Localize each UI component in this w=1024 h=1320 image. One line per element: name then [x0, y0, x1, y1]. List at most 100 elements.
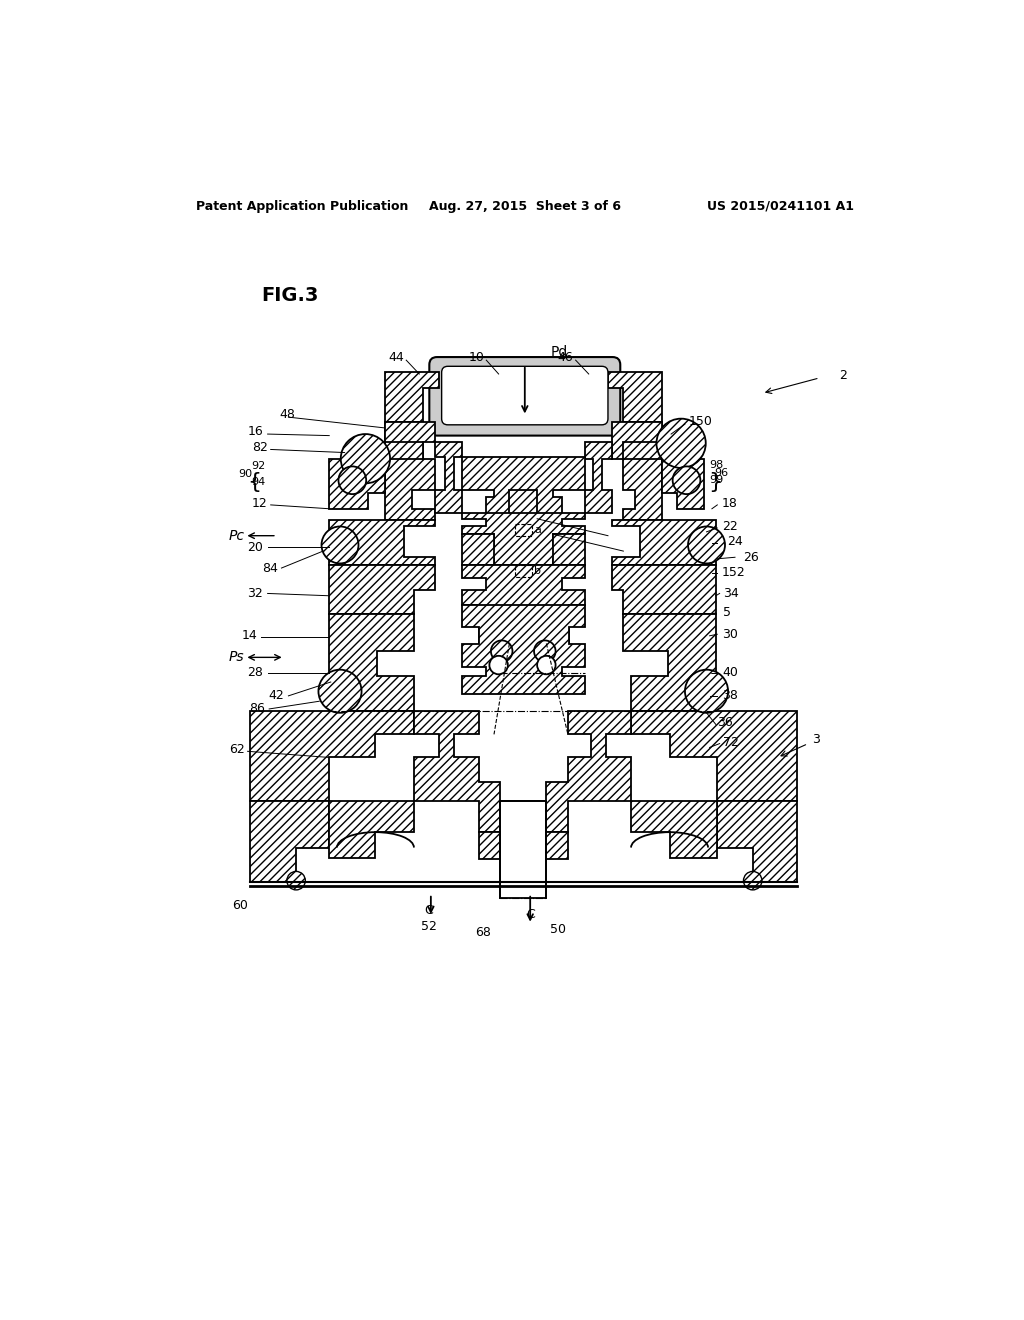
- Text: 18: 18: [722, 496, 738, 510]
- Text: {: {: [248, 471, 261, 492]
- Text: 12: 12: [252, 496, 267, 510]
- Circle shape: [538, 656, 556, 675]
- Text: 5: 5: [724, 606, 731, 619]
- Text: 24: 24: [727, 536, 743, 548]
- Text: b: b: [535, 566, 541, 576]
- Text: 62: 62: [228, 743, 245, 756]
- Polygon shape: [385, 372, 438, 422]
- Polygon shape: [624, 422, 662, 442]
- Polygon shape: [547, 832, 568, 859]
- Circle shape: [322, 527, 358, 564]
- Text: 68: 68: [475, 925, 490, 939]
- Bar: [515, 524, 531, 536]
- Text: }: }: [708, 471, 722, 492]
- Polygon shape: [717, 801, 797, 882]
- Polygon shape: [611, 565, 716, 614]
- Text: 14: 14: [242, 630, 258, 643]
- FancyBboxPatch shape: [429, 358, 621, 436]
- Polygon shape: [330, 801, 414, 858]
- Polygon shape: [478, 832, 500, 859]
- Polygon shape: [608, 372, 662, 422]
- Polygon shape: [330, 614, 414, 711]
- Polygon shape: [462, 535, 494, 565]
- Polygon shape: [624, 614, 716, 711]
- Polygon shape: [631, 711, 797, 801]
- Circle shape: [743, 871, 762, 890]
- Text: US 2015/0241101 A1: US 2015/0241101 A1: [708, 199, 854, 213]
- Polygon shape: [385, 422, 423, 442]
- Polygon shape: [462, 457, 585, 519]
- Polygon shape: [624, 442, 662, 459]
- Text: 72: 72: [724, 735, 739, 748]
- Text: 40: 40: [722, 667, 738, 680]
- Polygon shape: [414, 711, 631, 832]
- Text: 98: 98: [710, 459, 724, 470]
- Text: 30: 30: [722, 628, 738, 640]
- Polygon shape: [250, 801, 330, 882]
- Text: a: a: [535, 525, 541, 536]
- Text: 92: 92: [251, 462, 265, 471]
- Circle shape: [490, 640, 512, 663]
- Polygon shape: [435, 442, 462, 512]
- Circle shape: [685, 669, 728, 713]
- Text: 3: 3: [812, 733, 820, 746]
- Polygon shape: [385, 422, 435, 520]
- Text: 50: 50: [550, 924, 566, 936]
- Polygon shape: [611, 520, 716, 565]
- Text: 52: 52: [421, 920, 436, 933]
- Circle shape: [656, 418, 706, 469]
- Polygon shape: [500, 801, 547, 898]
- Bar: [515, 565, 531, 577]
- Polygon shape: [250, 711, 414, 801]
- Text: Pc: Pc: [228, 529, 245, 543]
- Polygon shape: [330, 565, 435, 614]
- Polygon shape: [585, 442, 611, 512]
- Polygon shape: [553, 535, 585, 565]
- Polygon shape: [330, 520, 435, 565]
- Polygon shape: [330, 459, 385, 508]
- Text: 26: 26: [742, 550, 759, 564]
- Circle shape: [688, 527, 725, 564]
- Text: 48: 48: [280, 408, 295, 421]
- Polygon shape: [462, 605, 585, 693]
- Text: 32: 32: [247, 587, 263, 601]
- Text: Pd: Pd: [550, 346, 567, 359]
- Text: 86: 86: [250, 702, 265, 715]
- Text: FIG.3: FIG.3: [261, 286, 318, 305]
- Text: 99: 99: [710, 475, 724, 486]
- Circle shape: [489, 656, 508, 675]
- Text: 90: 90: [239, 469, 252, 479]
- Text: 38: 38: [722, 689, 738, 702]
- Text: Patent Application Publication: Patent Application Publication: [196, 199, 409, 213]
- Polygon shape: [611, 422, 662, 520]
- Text: 44: 44: [388, 351, 403, 363]
- FancyBboxPatch shape: [441, 367, 608, 425]
- Text: 28: 28: [247, 667, 263, 680]
- Circle shape: [535, 640, 556, 663]
- Text: C: C: [525, 908, 535, 921]
- Text: 22: 22: [722, 520, 737, 533]
- Polygon shape: [385, 442, 423, 459]
- Polygon shape: [631, 801, 717, 858]
- Text: 2: 2: [839, 370, 847, 381]
- Text: 96: 96: [714, 467, 728, 478]
- Text: 36: 36: [717, 715, 733, 729]
- Circle shape: [341, 434, 390, 483]
- Text: 150: 150: [689, 416, 713, 428]
- Text: 10: 10: [469, 351, 484, 363]
- Polygon shape: [462, 565, 585, 644]
- Text: 82: 82: [252, 441, 267, 454]
- Text: 42: 42: [269, 689, 285, 702]
- Circle shape: [318, 669, 361, 713]
- Text: 20: 20: [247, 541, 263, 554]
- Circle shape: [339, 466, 367, 494]
- Polygon shape: [509, 490, 538, 524]
- Text: C: C: [424, 904, 433, 917]
- Text: 46: 46: [557, 351, 573, 363]
- Polygon shape: [462, 512, 585, 565]
- Text: 94: 94: [251, 477, 265, 487]
- Text: 34: 34: [724, 587, 739, 601]
- Circle shape: [287, 871, 305, 890]
- Text: Ps: Ps: [229, 651, 245, 664]
- Circle shape: [673, 466, 700, 494]
